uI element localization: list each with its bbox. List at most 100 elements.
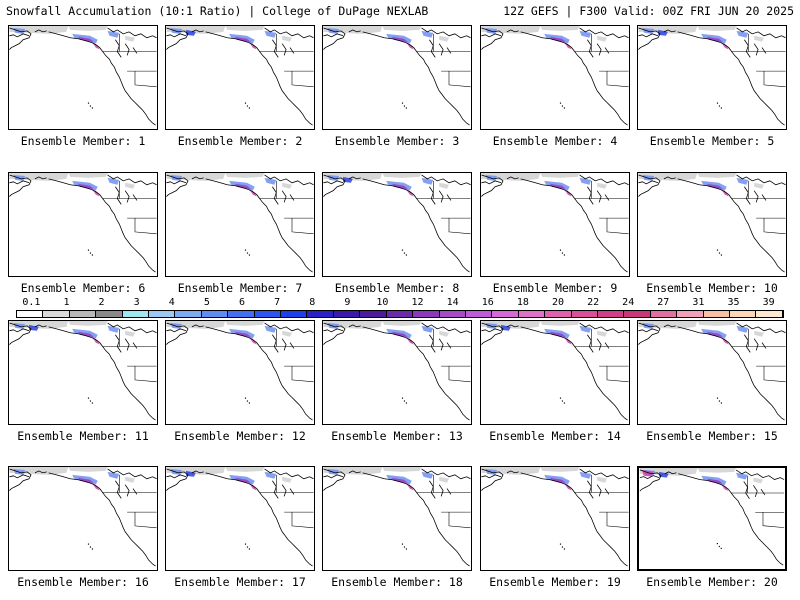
coastline-north [639,469,785,499]
colorbar-tick-label: 16 [481,297,494,308]
coastline [9,174,156,273]
snow-purple-area [235,477,251,483]
map-frame [8,172,158,277]
island-marker [248,254,251,256]
snow-blue-area [107,325,120,333]
island-marker [403,105,406,107]
snowfall-colorbar: 0.1 1 2 3 4 5 6 7 8 9 10 12 14 16 18 20 22 24 27 31 35 39 [16,297,784,319]
snow-blue-area [107,471,120,479]
colorbar-tick-label: 20 [551,297,565,308]
snow-purple-area [707,183,723,189]
colorbar-swatch [492,311,519,317]
island-marker [718,252,721,254]
ensemble-member-panel: Ensemble Member: 16 [8,466,158,589]
snow-light-area [439,35,449,42]
snow-light-area [68,26,108,31]
snow-dark-blue-area [501,324,511,331]
snow-light-area [597,182,607,189]
ensemble-member-label: Ensemble Member: 20 [646,575,778,589]
ensemble-member-label: Ensemble Member: 16 [17,575,149,589]
snow-blue-area [264,325,277,333]
colorbar-swatch [122,311,150,317]
colorbar-tick-label: 8 [309,297,316,308]
island-marker [246,105,249,107]
ensemble-member-label: Ensemble Member: 10 [646,281,778,295]
colorbar-swatch [597,311,625,317]
snow-light-area [225,467,265,472]
ensemble-member-label: Ensemble Member: 6 [20,281,146,295]
ensemble-member-label: Ensemble Member: 2 [177,134,303,148]
island-marker [559,249,562,251]
ensemble-map [638,321,786,421]
ensemble-member-label: Ensemble Member: 7 [177,281,303,295]
snow-blue-area [264,177,277,185]
snow-light-area [753,477,763,484]
map-frame [165,320,315,425]
ensemble-map [323,321,471,421]
colorbar-swatch [175,311,202,317]
map-frame [322,466,472,571]
coastline-north [638,27,786,58]
ensemble-member-panel: Ensemble Member: 11 [8,320,158,443]
ensemble-map [166,26,314,126]
ensemble-member-label: Ensemble Member: 19 [489,575,621,589]
colorbar-swatch [439,311,466,317]
ensemble-map [9,173,157,273]
ensemble-map [481,26,629,126]
island-marker [720,107,723,109]
island-marker [718,400,721,402]
political-border [574,474,629,529]
colorbar-swatch [333,311,361,317]
island-marker [563,107,566,109]
ensemble-member-panel: Ensemble Member: 8 [322,172,472,295]
map-frame [165,25,315,130]
colorbar-tick-label: 39 [762,297,775,308]
island-marker [716,249,719,251]
snow-light-area [225,26,265,31]
colorbar-swatch [307,311,334,317]
ensemble-map [481,173,629,273]
island-marker [244,102,247,104]
political-border [102,33,157,88]
coastline [9,27,156,126]
coastline-north [323,468,471,499]
coastline-north [481,322,629,353]
island-marker [403,252,406,254]
snow-purple-area [392,331,408,337]
map-frame [637,25,787,130]
coastline [323,468,470,567]
snow-blue-area [264,471,277,479]
snow-purple-area [78,477,94,483]
island-marker [89,252,92,254]
political-border [574,328,629,383]
colorbar-swatch [703,311,730,317]
colorbar-swatch [149,311,176,317]
ensemble-map [639,468,785,566]
colorbar-swatch [677,311,704,317]
snow-light-area [282,35,292,42]
snow-purple-area [550,183,566,189]
map-frame [480,25,630,130]
snow-light-area [540,26,580,31]
ensemble-map [638,26,786,126]
coastline [166,174,313,273]
snow-purple-area [235,183,251,189]
island-marker [248,107,251,109]
political-border [731,33,786,88]
snow-light-area [754,182,764,189]
coastline [638,174,785,273]
island-marker [246,252,249,254]
ensemble-member-panel: Ensemble Member: 7 [165,172,315,295]
colorbar-tick-label: 0.1 [22,297,41,308]
snow-blue-area [421,30,434,38]
coastline [481,322,628,421]
coastline-north [638,322,786,353]
colorbar-swatch [201,311,229,317]
island-marker [91,107,94,109]
ensemble-member-panel: Ensemble Member: 9 [480,172,630,295]
coastline [323,174,470,273]
ensemble-map [166,321,314,421]
ensemble-member-panel: Ensemble Member: 10 [637,172,787,295]
snow-blue-area [579,177,592,185]
coastline-north [9,27,157,58]
